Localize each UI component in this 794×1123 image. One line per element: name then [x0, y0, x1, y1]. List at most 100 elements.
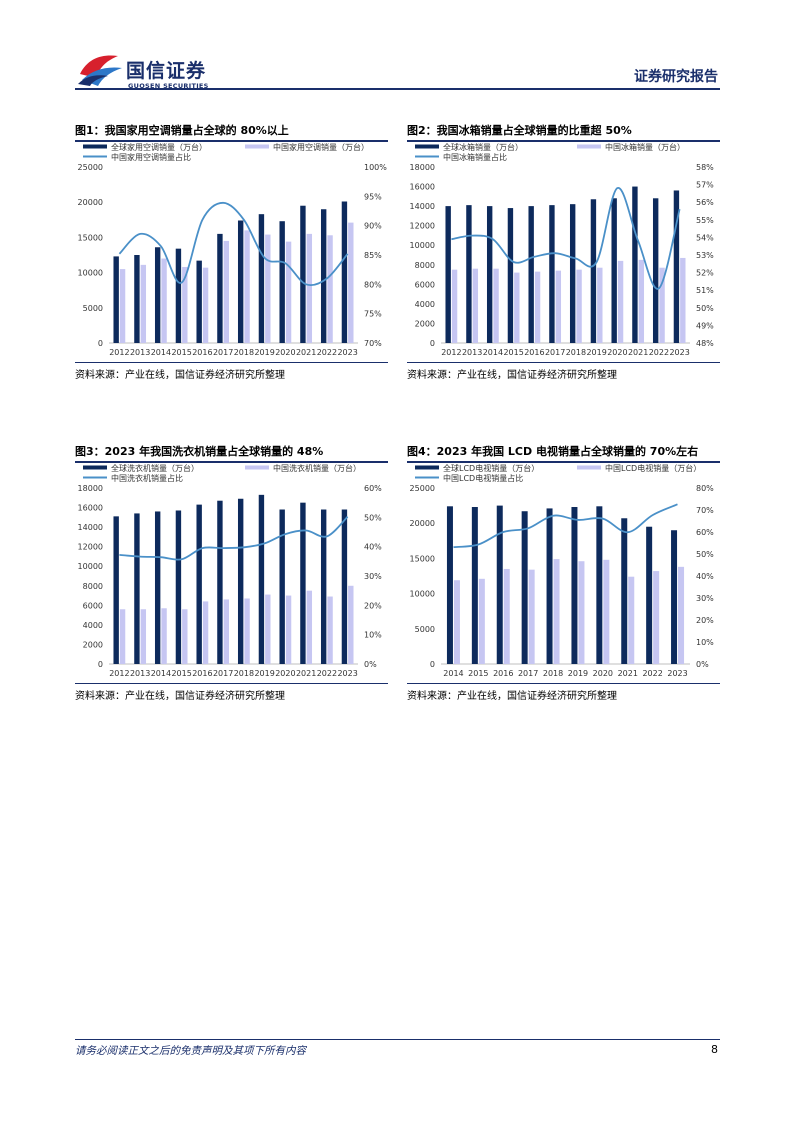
x-tick-label: 2019: [254, 348, 274, 357]
report-type-label: 证券研究报告: [634, 69, 718, 85]
x-tick-label: 2015: [171, 348, 191, 357]
x-tick-label: 2023: [667, 669, 687, 678]
legend-swatch: [577, 144, 601, 149]
x-tick-label: 2018: [234, 348, 254, 357]
x-tick-label: 2017: [213, 348, 233, 357]
figure-title: 图4：2023 年我国 LCD 电视销量占全球销量的 70%左右: [407, 445, 699, 458]
bar-china: [202, 601, 209, 664]
x-tick-label: 2022: [317, 348, 337, 357]
legend-swatch: [415, 465, 439, 470]
x-tick-label: 2018: [234, 669, 254, 678]
y-tick-label-left: 5000: [83, 304, 103, 313]
y-tick-label-right: 30%: [364, 572, 382, 581]
legend-label: 中国家用空调销量（万台）: [273, 142, 369, 152]
y-tick-label-left: 2000: [415, 319, 435, 328]
y-tick-label-right: 58%: [696, 163, 714, 172]
figure-source: 资料来源：产业在线，国信证券经济研究所整理: [75, 691, 285, 702]
x-tick-label: 2013: [462, 348, 482, 357]
y-tick-label-right: 53%: [696, 251, 714, 260]
page-number: 8: [711, 1043, 718, 1056]
y-tick-label-left: 15000: [410, 554, 435, 563]
bar-china: [680, 257, 686, 343]
x-tick-label: 2018: [566, 348, 586, 357]
bar-china: [472, 268, 479, 343]
figure-2: 图2：我国冰箱销量占全球销量的比重超 50% 全球冰箱销量（万台） 中国冰箱销量（…: [407, 122, 720, 384]
y-tick-label-left: 18000: [410, 163, 435, 172]
bar-global: [279, 509, 285, 664]
bar-global: [341, 201, 348, 343]
y-tick-label-left: 14000: [410, 202, 435, 211]
legend-label: 全球家用空调销量（万台）: [111, 142, 207, 152]
share-line: [118, 201, 349, 287]
y-tick-label-right: 95%: [364, 192, 382, 201]
y-tick-label-right: 52%: [696, 269, 714, 278]
bar-china: [244, 230, 250, 343]
bar-china: [638, 259, 645, 343]
bar-china: [451, 269, 458, 343]
bar-global: [445, 206, 451, 343]
y-tick-label-left: 10000: [78, 269, 103, 278]
y-tick-label-left: 16000: [78, 504, 103, 513]
title-divider: [75, 461, 388, 463]
bar-china: [327, 596, 333, 664]
bar-global: [341, 509, 348, 664]
y-tick-label-right: 100%: [364, 163, 387, 172]
chart-4: 全球LCD电视销量（万台） 中国LCD电视销量（万台） 中国LCD电视销量占比 0 50…: [410, 463, 715, 678]
legend-label: 中国LCD电视销量占比: [443, 473, 523, 483]
share-line: [453, 503, 678, 549]
x-tick-label: 2013: [130, 348, 150, 357]
bar-china: [327, 235, 333, 343]
x-tick-label: 2012: [441, 348, 461, 357]
x-tick-label: 2021: [628, 348, 648, 357]
y-tick-label-right: 85%: [364, 251, 382, 260]
legend-label: 中国家用空调销量占比: [111, 152, 191, 162]
figure-title: 图2：我国冰箱销量占全球销量的比重超 50%: [407, 124, 632, 137]
bar-global: [196, 504, 202, 664]
y-tick-label-right: 50%: [364, 513, 382, 522]
bar-global: [590, 199, 597, 343]
y-tick-label-left: 6000: [83, 601, 103, 610]
x-tick-label: 2020: [593, 669, 613, 678]
y-tick-label-right: 20%: [364, 601, 382, 610]
y-tick-label-right: 10%: [364, 631, 382, 640]
bar-global: [528, 206, 534, 343]
bar-china: [244, 598, 250, 664]
logo-text-en: GUOSEN SECURITIES: [128, 82, 209, 90]
legend-label: 全球LCD电视销量（万台）: [443, 463, 539, 473]
x-tick-label: 2012: [109, 669, 129, 678]
y-tick-label-left: 12000: [410, 222, 435, 231]
x-tick-label: 2020: [607, 348, 627, 357]
x-tick-label: 2023: [337, 669, 357, 678]
figure-4: 图4：2023 年我国 LCD 电视销量占全球销量的 70%左右 全球LCD电视…: [407, 443, 720, 705]
legend-swatch: [245, 465, 269, 470]
bar-global: [134, 255, 140, 343]
title-divider: [407, 140, 720, 142]
bar-global: [521, 511, 528, 664]
x-tick-label: 2012: [109, 348, 129, 357]
bar-global: [113, 516, 119, 664]
bar-global: [471, 507, 478, 664]
bar-china: [140, 609, 147, 664]
header-divider: [75, 88, 720, 90]
bar-global: [258, 494, 265, 664]
bar-china: [348, 585, 354, 664]
legend-swatch: [83, 465, 107, 470]
bar-global: [496, 505, 503, 664]
y-tick-label-right: 54%: [696, 233, 714, 242]
bar-global: [175, 510, 182, 664]
bar-china: [603, 559, 610, 664]
y-tick-label-left: 0: [98, 339, 103, 348]
y-tick-label-left: 25000: [410, 484, 435, 493]
figure-source: 资料来源：产业在线，国信证券经济研究所整理: [407, 691, 617, 702]
y-tick-label-left: 20000: [410, 519, 435, 528]
bar-global: [611, 198, 617, 343]
bar-global: [196, 260, 202, 343]
x-tick-label: 2016: [493, 669, 513, 678]
bar-china: [503, 568, 510, 664]
legend-label: 中国冰箱销量占比: [443, 152, 507, 162]
y-tick-label-right: 57%: [696, 181, 714, 190]
source-divider: [407, 683, 720, 684]
bar-china: [119, 269, 126, 343]
bar-china: [528, 569, 535, 664]
bar-china: [265, 234, 271, 343]
